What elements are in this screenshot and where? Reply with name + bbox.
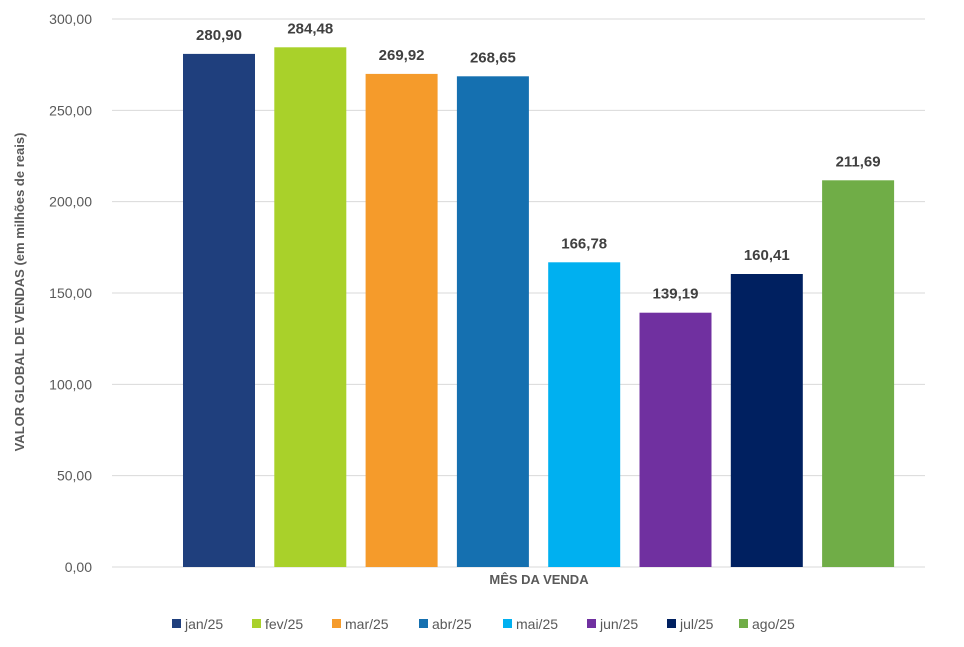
y-axis-ticks: 0,00 50,00 100,00 150,00 200,00 250,00 300,00 [49,11,92,575]
data-label: 269,92 [379,47,425,64]
legend-label: jun/25 [599,616,638,632]
data-label: 284,48 [287,20,333,37]
y-axis-title: VALOR GLOBAL DE VENDAS (em milhões de re… [12,133,27,452]
data-label: 268,65 [470,49,516,66]
bars [183,47,895,568]
legend-item: mar/25 [332,616,389,632]
legend-item: fev/25 [252,616,303,632]
bar-jun-25 [639,312,712,567]
legend-item: jan/25 [172,616,223,632]
bar-ago-25 [822,180,895,568]
legend-item: mai/25 [503,616,558,632]
bar-mai-25 [548,262,621,567]
y-tick-label: 150,00 [49,285,92,301]
legend-item: jun/25 [587,616,638,632]
legend-swatch [252,619,261,628]
legend-swatch [332,619,341,628]
y-tick-label: 100,00 [49,376,92,392]
data-label: 139,19 [653,286,699,303]
legend: jan/25 fev/25 mar/25 abr/25 mai/25 jun/25 jul/… [172,616,795,632]
legend-label: mai/25 [516,616,558,632]
legend-label: jul/25 [679,616,714,632]
bar-mar-25 [365,73,438,568]
y-tick-label: 50,00 [57,468,92,484]
bar-fev-25 [274,47,347,568]
x-axis-title: MÊS DA VENDA [489,572,589,587]
y-tick-label: 300,00 [49,11,92,27]
legend-label: ago/25 [752,616,795,632]
legend-label: mar/25 [345,616,389,632]
legend-item: abr/25 [419,616,472,632]
bar-jul-25 [730,274,803,567]
y-tick-label: 200,00 [49,194,92,210]
y-tick-label: 250,00 [49,102,92,118]
legend-swatch [419,619,428,628]
bar-jan-25 [183,53,255,567]
data-label: 160,41 [744,247,790,264]
data-label: 166,78 [561,235,607,252]
y-tick-label: 0,00 [65,559,92,575]
data-label: 280,90 [196,27,242,44]
data-label: 211,69 [836,153,881,170]
legend-item: jul/25 [667,616,714,632]
legend-label: jan/25 [184,616,223,632]
data-labels: 280,90 284,48 269,92 268,65 166,78 139,19 160,… [196,20,881,302]
legend-swatch [667,619,676,628]
legend-swatch [739,619,748,628]
legend-swatch [587,619,596,628]
legend-item: ago/25 [739,616,795,632]
legend-label: abr/25 [432,616,472,632]
legend-swatch [503,619,512,628]
legend-swatch [172,619,181,628]
bar-abr-25 [456,76,529,568]
legend-label: fev/25 [265,616,303,632]
